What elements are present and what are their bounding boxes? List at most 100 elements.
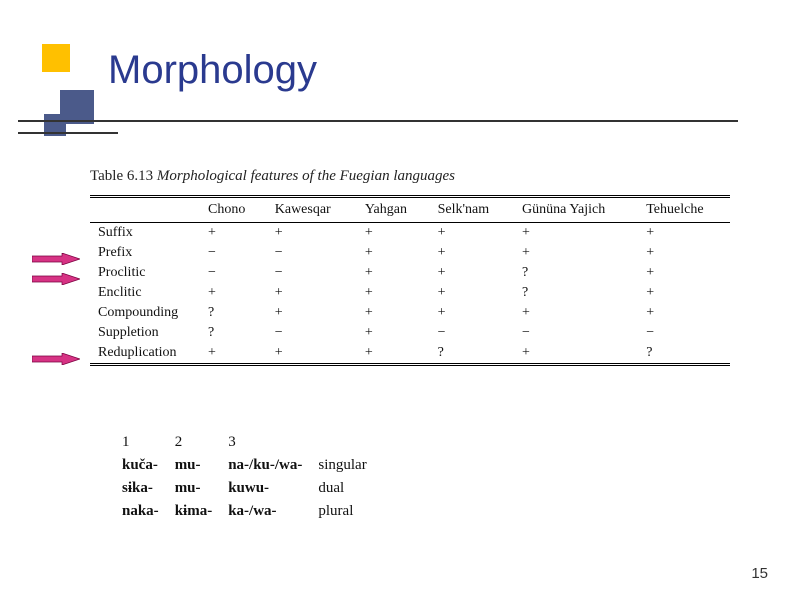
table-cell: ? — [200, 303, 267, 323]
table-cell: + — [638, 283, 730, 303]
table-cell: − — [430, 323, 514, 343]
np-form-cell: kɨma- — [175, 501, 227, 522]
table-cell: + — [267, 223, 357, 244]
table-cell: + — [267, 283, 357, 303]
table-cell: ? — [200, 323, 267, 343]
table-cell: − — [267, 323, 357, 343]
number-paradigm-body: kuča-mu-na-/ku-/wa-singularsɨka-mu-kuwu-… — [122, 455, 381, 522]
table-cell: + — [357, 323, 430, 343]
table-header-cell: Gününa Yajich — [514, 197, 638, 223]
table-row: Enclitic++++?+ — [90, 283, 730, 303]
row-label: Proclitic — [90, 263, 200, 283]
decor-square-yellow — [42, 44, 70, 72]
features-table-area: Table 6.13 Morphological features of the… — [90, 168, 730, 366]
number-paradigm-table: 123 kuča-mu-na-/ku-/wa-singularsɨka-mu-k… — [120, 430, 383, 524]
table-cell: + — [357, 303, 430, 323]
np-form-cell: mu- — [175, 455, 227, 476]
table-row: Suffix++++++ — [90, 223, 730, 244]
np-form-cell: kuwu- — [228, 478, 316, 499]
table-cell: − — [267, 243, 357, 263]
np-row: sɨka-mu-kuwu-dual — [122, 478, 381, 499]
decor-rule-long — [18, 120, 738, 122]
row-label: Prefix — [90, 243, 200, 263]
np-form-cell: mu- — [175, 478, 227, 499]
table-row: Compounding?+++++ — [90, 303, 730, 323]
table-caption: Table 6.13 Morphological features of the… — [90, 168, 730, 185]
np-form-cell: na-/ku-/wa- — [228, 455, 316, 476]
np-row: naka-kɨma-ka-/wa-plural — [122, 501, 381, 522]
table-cell: − — [200, 263, 267, 283]
row-label: Suffix — [90, 223, 200, 244]
table-cell: + — [200, 343, 267, 365]
np-header-cell — [318, 432, 380, 453]
np-header-cell: 1 — [122, 432, 173, 453]
decor-rule-short — [18, 132, 118, 134]
table-cell: − — [267, 263, 357, 283]
table-cell: + — [357, 263, 430, 283]
table-row: Prefix−−++++ — [90, 243, 730, 263]
row-label: Suppletion — [90, 323, 200, 343]
table-cell: + — [638, 243, 730, 263]
table-cell: + — [514, 343, 638, 365]
table-cell: + — [514, 243, 638, 263]
table-cell: + — [638, 303, 730, 323]
table-cell: ? — [514, 263, 638, 283]
table-header-cell: Tehuelche — [638, 197, 730, 223]
row-label: Enclitic — [90, 283, 200, 303]
table-cell: + — [430, 223, 514, 244]
np-form-cell: ka-/wa- — [228, 501, 316, 522]
table-header-cell: Chono — [200, 197, 267, 223]
np-form-cell: naka- — [122, 501, 173, 522]
np-form-cell: sɨka- — [122, 478, 173, 499]
table-caption-number: Table 6.13 — [90, 168, 153, 184]
table-row: Proclitic−−++?+ — [90, 263, 730, 283]
np-form-cell: kuča- — [122, 455, 173, 476]
table-cell: − — [638, 323, 730, 343]
table-cell: + — [357, 343, 430, 365]
title-decor — [18, 34, 98, 144]
np-gloss-cell: plural — [318, 501, 380, 522]
table-cell: + — [514, 303, 638, 323]
row-label: Compounding — [90, 303, 200, 323]
table-cell: ? — [514, 283, 638, 303]
table-header-cell: Selk'nam — [430, 197, 514, 223]
table-row: Suppletion?−+−−− — [90, 323, 730, 343]
table-header-cell: Yahgan — [357, 197, 430, 223]
table-cell: + — [200, 283, 267, 303]
table-cell: + — [430, 243, 514, 263]
table-cell: + — [430, 283, 514, 303]
table-header-row: ChonoKawesqarYahganSelk'namGününa Yajich… — [90, 197, 730, 223]
slide-number: 15 — [751, 565, 768, 582]
table-header-cell: Kawesqar — [267, 197, 357, 223]
table-cell: + — [514, 223, 638, 244]
table-cell: + — [638, 263, 730, 283]
table-cell: + — [357, 283, 430, 303]
table-cell: + — [357, 223, 430, 244]
np-header-cell: 3 — [228, 432, 316, 453]
table-cell: ? — [430, 343, 514, 365]
table-row: Reduplication+++?+? — [90, 343, 730, 365]
pointer-arrow-icon — [32, 353, 80, 367]
table-cell: + — [430, 263, 514, 283]
np-header-cell: 2 — [175, 432, 227, 453]
slide: Morphology Table 6.13 Morphological feat… — [0, 0, 800, 600]
row-label: Reduplication — [90, 343, 200, 365]
table-cell: + — [430, 303, 514, 323]
table-cell: ? — [638, 343, 730, 365]
table-cell: + — [267, 303, 357, 323]
table-header-empty — [90, 197, 200, 223]
np-gloss-cell: dual — [318, 478, 380, 499]
table-cell: + — [200, 223, 267, 244]
pointer-arrow-icon — [32, 273, 80, 287]
table-caption-title: Morphological features of the Fuegian la… — [157, 168, 455, 184]
pointer-arrow-icon — [32, 253, 80, 267]
number-paradigm-header: 123 — [122, 432, 381, 453]
table-cell: + — [357, 243, 430, 263]
table-cell: − — [200, 243, 267, 263]
table-cell: − — [514, 323, 638, 343]
table-cell: + — [638, 223, 730, 244]
table-body: Suffix++++++Prefix−−++++Proclitic−−++?+E… — [90, 223, 730, 365]
np-gloss-cell: singular — [318, 455, 380, 476]
slide-title: Morphology — [108, 48, 317, 93]
np-row: kuča-mu-na-/ku-/wa-singular — [122, 455, 381, 476]
